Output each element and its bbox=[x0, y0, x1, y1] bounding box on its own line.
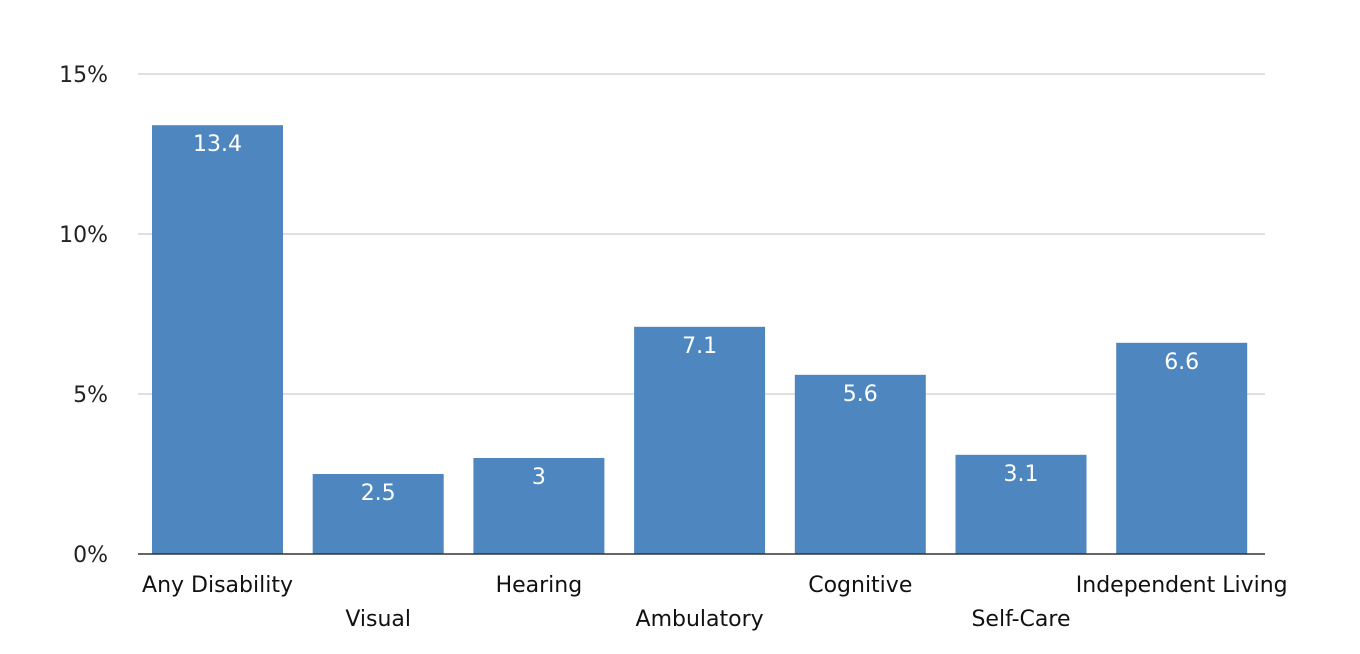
y-tick-label: 0% bbox=[73, 543, 108, 568]
category-label: Cognitive bbox=[808, 573, 912, 598]
y-tick-label: 10% bbox=[59, 223, 108, 248]
category-label: Independent Living bbox=[1076, 573, 1288, 598]
category-label: Visual bbox=[345, 607, 411, 632]
y-tick-label: 5% bbox=[73, 383, 108, 408]
x-axis-categories: Any Disability Visual Hearing Ambulatory Cog… bbox=[142, 573, 1288, 632]
category-label: Ambulatory bbox=[636, 607, 764, 632]
category-label: Self-Care bbox=[971, 607, 1070, 632]
category-label: Hearing bbox=[496, 573, 583, 598]
bar bbox=[794, 374, 926, 554]
value-labels: 13.4 2.5 3 7.1 5.6 3.1 6.6 bbox=[193, 132, 1199, 506]
y-tick-label: 15% bbox=[59, 63, 108, 88]
bar bbox=[955, 454, 1087, 554]
bar-value-label: 5.6 bbox=[843, 382, 878, 407]
bar bbox=[634, 326, 766, 554]
bars bbox=[152, 125, 1248, 554]
bar-value-label: 3 bbox=[532, 465, 546, 490]
y-axis-ticks: 0% 5% 10% 15% bbox=[59, 63, 108, 568]
bar bbox=[312, 474, 444, 554]
bar-value-label: 7.1 bbox=[682, 334, 717, 359]
category-label: Any Disability bbox=[142, 573, 293, 598]
bar-value-label: 13.4 bbox=[193, 132, 242, 157]
bar-value-label: 2.5 bbox=[361, 481, 396, 506]
bar bbox=[1116, 342, 1248, 554]
bar bbox=[473, 458, 605, 554]
bar-value-label: 3.1 bbox=[1004, 462, 1039, 487]
bar bbox=[152, 125, 283, 554]
bar-value-label: 6.6 bbox=[1164, 350, 1199, 375]
